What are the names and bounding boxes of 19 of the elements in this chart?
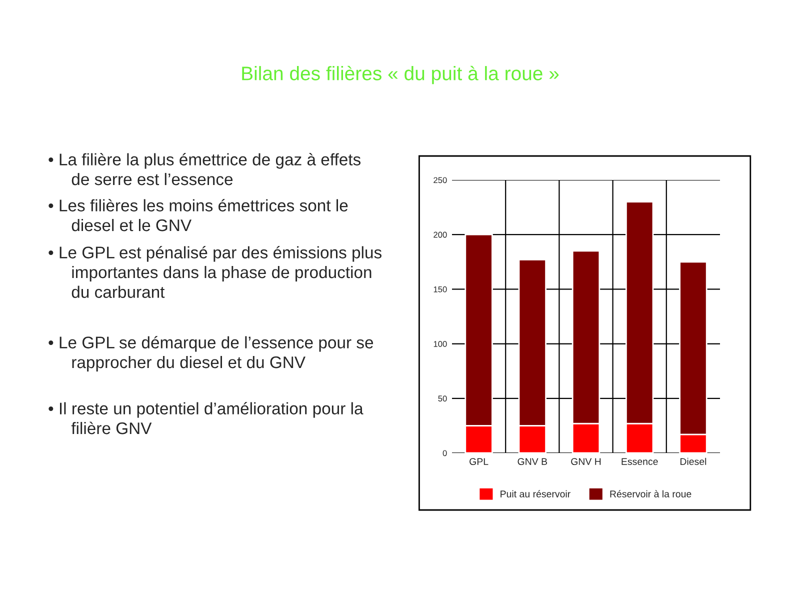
legend-label: Puit au réservoir <box>500 490 570 498</box>
x-tick-label: GNV H <box>571 458 601 465</box>
y-tick-label: 50 <box>438 396 447 402</box>
legend-label: Réservoir à la roue <box>610 490 692 498</box>
x-tick-label: GNV B <box>518 458 548 465</box>
chart-title: Bilan des filières « du puit à la roue » <box>242 66 559 84</box>
y-tick-label: 0 <box>442 450 447 456</box>
text: • Il reste un potentiel d’amélioration pour la filière GNV <box>48 402 364 434</box>
text: • Les filières les moins émettrices sont le diesel et le GNV <box>48 199 348 232</box>
y-tick-label: 250 <box>434 177 447 184</box>
text: • La filière la plus émettrice de gaz à effets de serre est l’essence <box>48 153 361 186</box>
text: • Le GPL est pénalisé par des émissions plus importantes dans la phase de production du carburant <box>48 246 382 298</box>
text: • Le GPL se démarque de l’essence pour se rapprocher du diesel et du GNV <box>48 336 374 372</box>
y-tick-label: 200 <box>434 232 447 238</box>
y-tick-label: 100 <box>434 341 447 347</box>
y-tick-label: 150 <box>434 286 447 292</box>
x-tick-label: Essence <box>622 458 658 465</box>
x-tick-label: GPL <box>470 458 488 465</box>
x-tick-label: Diesel <box>680 458 706 465</box>
